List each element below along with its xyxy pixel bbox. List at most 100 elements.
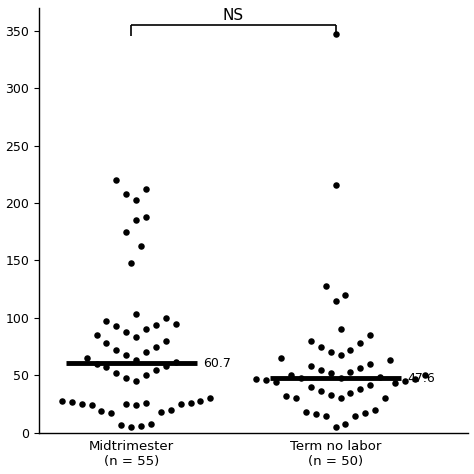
Point <box>68 398 75 406</box>
Point <box>98 407 105 415</box>
Point <box>162 337 170 345</box>
Point <box>142 326 150 333</box>
Point <box>83 355 91 362</box>
Point <box>132 377 140 385</box>
Point <box>317 343 325 350</box>
Point <box>386 356 394 364</box>
Point <box>112 369 120 377</box>
Point <box>401 377 409 385</box>
Point <box>122 400 130 408</box>
Point <box>356 365 364 372</box>
Point <box>112 346 120 354</box>
Point <box>332 297 339 304</box>
Point <box>381 394 389 402</box>
Point <box>132 334 140 341</box>
Point <box>118 421 125 428</box>
Point <box>102 339 110 347</box>
Point <box>356 339 364 347</box>
Point <box>112 322 120 330</box>
Point <box>362 410 369 417</box>
Point <box>327 391 335 399</box>
Point <box>253 375 260 383</box>
Point <box>128 259 135 266</box>
Point <box>142 213 150 220</box>
Point <box>307 383 315 391</box>
Point <box>142 399 150 407</box>
Point <box>78 400 85 408</box>
Point <box>93 360 100 368</box>
Point <box>162 314 170 322</box>
Point <box>142 372 150 379</box>
Point <box>187 399 194 407</box>
Point <box>337 351 344 358</box>
Point <box>122 228 130 236</box>
Point <box>122 190 130 198</box>
Point <box>322 412 329 419</box>
Point <box>302 408 310 416</box>
Point <box>277 355 285 362</box>
Point <box>376 373 384 380</box>
Point <box>307 363 315 370</box>
Point <box>162 363 170 370</box>
Point <box>167 406 174 414</box>
Point <box>102 318 110 325</box>
Point <box>137 242 145 249</box>
Point <box>177 400 184 408</box>
Point <box>337 326 344 333</box>
Point <box>93 331 100 339</box>
Point <box>132 217 140 224</box>
Point <box>172 320 180 328</box>
Point <box>132 356 140 364</box>
Point <box>332 423 339 431</box>
Point <box>352 412 359 419</box>
Point <box>128 423 135 431</box>
Point <box>312 410 319 418</box>
Point <box>273 378 280 386</box>
Text: NS: NS <box>223 8 244 23</box>
Point <box>297 374 305 382</box>
Point <box>102 364 110 371</box>
Point <box>122 374 130 382</box>
Point <box>172 358 180 365</box>
Point <box>322 282 329 290</box>
Text: 47.6: 47.6 <box>407 372 435 384</box>
Point <box>327 348 335 356</box>
Point <box>292 394 300 402</box>
Point <box>263 376 270 384</box>
Point <box>411 375 419 383</box>
Point <box>108 410 115 417</box>
Point <box>142 185 150 193</box>
Point <box>371 406 379 414</box>
Point <box>152 343 160 350</box>
Point <box>327 369 335 377</box>
Point <box>391 380 399 387</box>
Point <box>132 196 140 203</box>
Point <box>317 388 325 395</box>
Point <box>132 310 140 318</box>
Point <box>137 422 145 430</box>
Point <box>366 381 374 388</box>
Point <box>346 389 354 396</box>
Point <box>157 408 164 416</box>
Point <box>346 346 354 354</box>
Point <box>152 366 160 374</box>
Point <box>122 328 130 336</box>
Point <box>122 351 130 358</box>
Point <box>132 401 140 409</box>
Point <box>142 348 150 356</box>
Point <box>307 337 315 345</box>
Point <box>147 420 155 428</box>
Point <box>337 374 344 382</box>
Point <box>366 360 374 368</box>
Point <box>283 392 290 400</box>
Point <box>152 321 160 328</box>
Point <box>337 394 344 402</box>
Point <box>356 385 364 393</box>
Point <box>112 176 120 184</box>
Point <box>366 331 374 339</box>
Text: 60.7: 60.7 <box>203 356 230 370</box>
Point <box>421 372 428 379</box>
Point <box>346 368 354 376</box>
Point <box>287 372 295 379</box>
Point <box>332 181 339 189</box>
